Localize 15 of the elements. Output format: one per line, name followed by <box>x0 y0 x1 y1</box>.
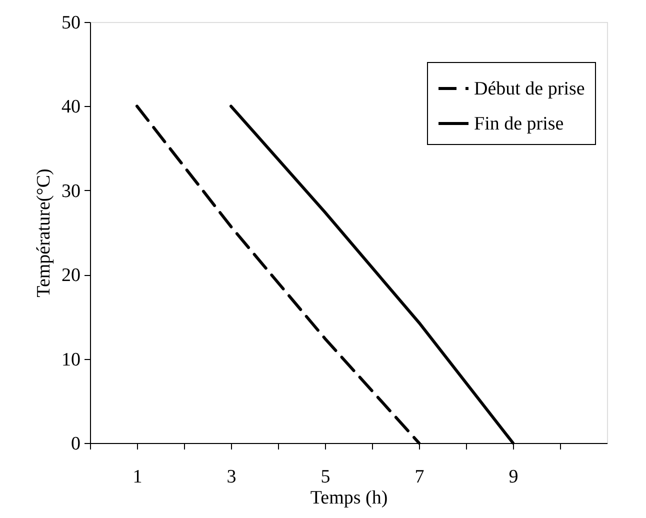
legend-label: Début de prise <box>474 78 585 100</box>
x-tick-label: 3 <box>226 466 236 488</box>
legend-label: Fin de prise <box>474 114 564 134</box>
y-tick-label: 50 <box>62 12 80 34</box>
x-tick-label: 9 <box>508 466 518 488</box>
y-axis-title: Température(°C) <box>34 168 54 298</box>
y-tick-label: 10 <box>62 349 80 370</box>
x-tick-label: 5 <box>320 466 330 488</box>
x-axis-title: Temps (h) <box>310 488 388 508</box>
y-tick-label: 30 <box>62 180 80 202</box>
y-tick-label: 0 <box>71 434 80 454</box>
x-tick-label: 1 <box>132 466 142 488</box>
x-tick-label: 7 <box>414 466 424 488</box>
y-tick-label: 40 <box>62 96 80 118</box>
y-tick-label: 20 <box>62 265 80 286</box>
